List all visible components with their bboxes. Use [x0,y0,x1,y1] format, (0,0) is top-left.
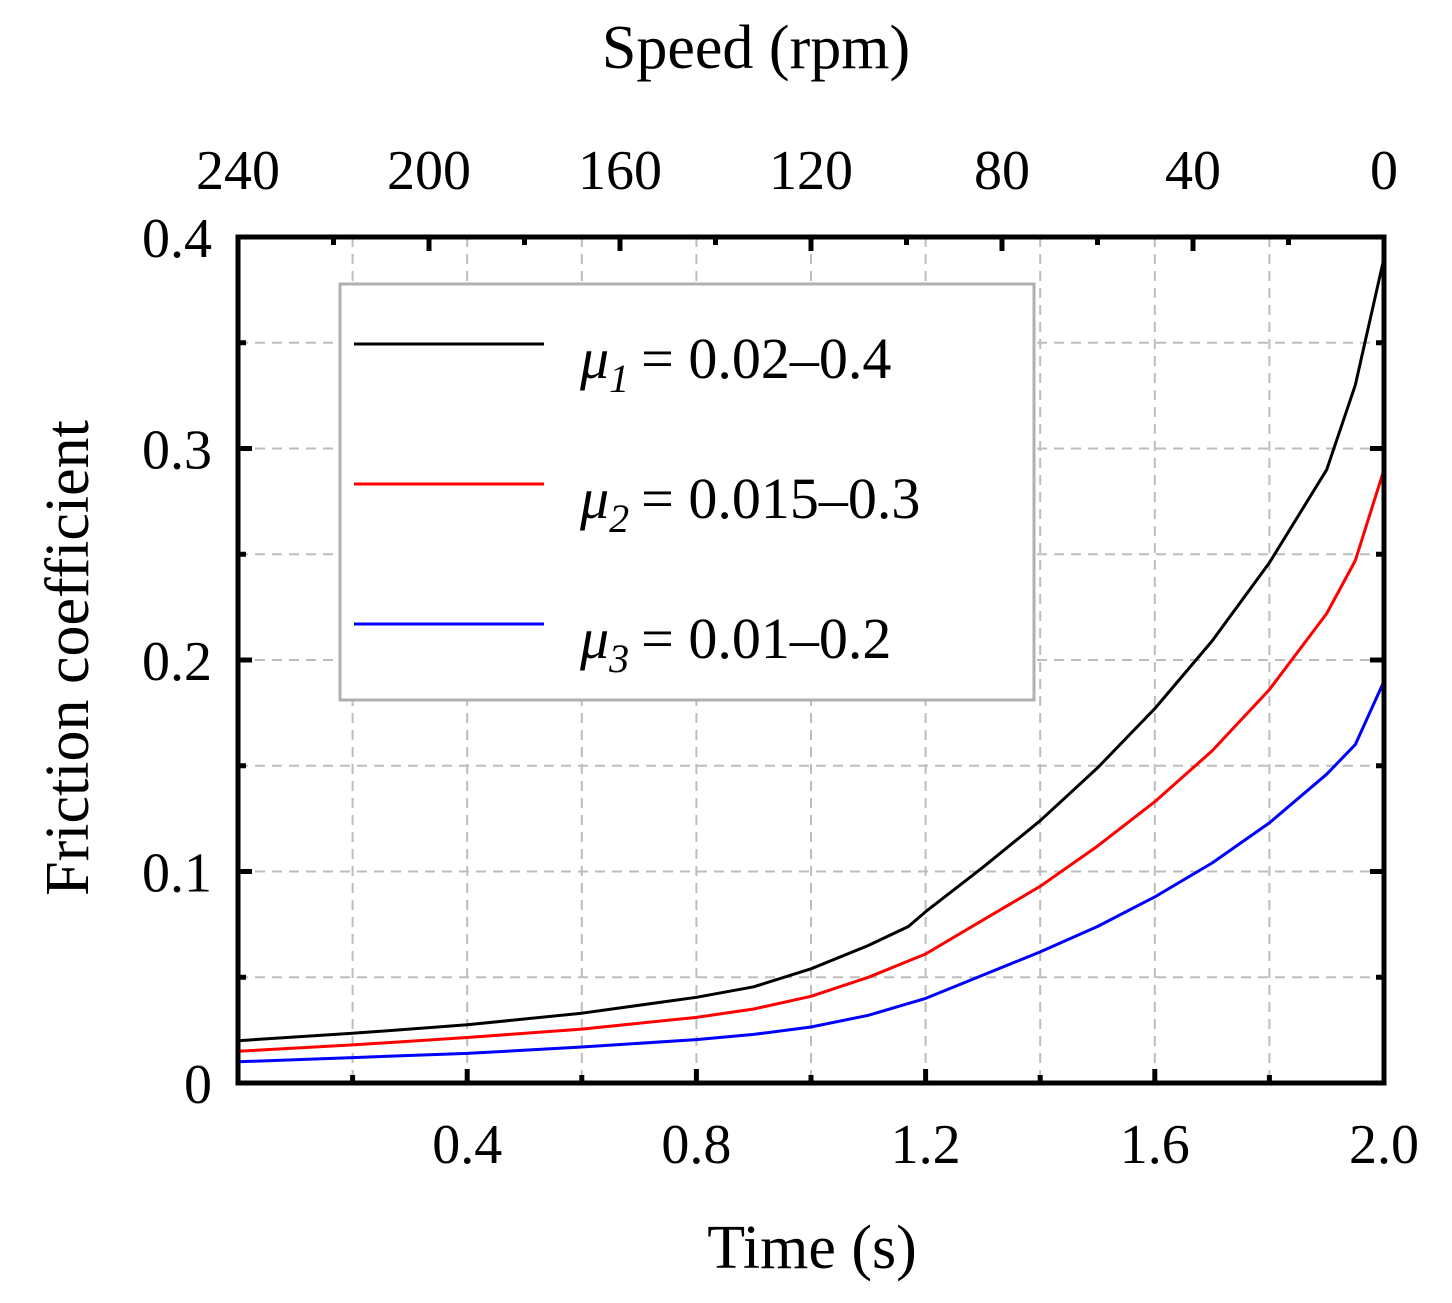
legend-box [338,282,1036,702]
x2-axis-title: Speed (rpm) [602,14,910,82]
x-tick-label: 0.4 [432,1114,502,1176]
x-tick-label: 0.8 [661,1114,731,1176]
legend: μ1 = 0.02–0.4 μ2 = 0.015–0.3 μ3 = 0.01–0.2 [338,282,1036,702]
x2-tick-label: 40 [1165,140,1221,202]
series-line-mu1 [237,257,1386,1043]
y-tick-label: 0.2 [142,631,212,693]
legend-label-mu2: μ2 = 0.015–0.3 [579,466,920,541]
x2-tick-label: 80 [974,140,1030,202]
y-axis-title: Friction coefficient [34,420,102,896]
tick-labels: 0.4 0.8 1.2 1.6 2.0 240 200 160 120 80 40 0 0 0.1 0.2 0… [142,140,1419,1176]
x2-tick-label: 160 [578,140,662,202]
legend-label-mu3: μ3 = 0.01–0.2 [579,606,891,681]
x-axis-title: Time (s) [707,1214,917,1282]
y-tick-label: 0 [184,1054,212,1116]
y-tick-label: 0.4 [142,208,212,270]
series-lines [237,257,1386,1064]
x-tick-label: 2.0 [1349,1114,1419,1176]
x2-tick-label: 120 [769,140,853,202]
x2-tick-label: 0 [1370,140,1398,202]
x-tick-label: 1.6 [1120,1114,1190,1176]
series-line-mu2 [237,469,1386,1053]
y-tick-label: 0.3 [142,420,212,482]
x-tick-label: 1.2 [891,1114,961,1176]
legend-label-mu1: μ1 = 0.02–0.4 [579,326,891,401]
x2-tick-label: 240 [196,140,280,202]
y-tick-label: 0.1 [142,843,212,905]
series-line-mu3 [237,680,1386,1064]
x2-tick-label: 200 [387,140,471,202]
axis-ticks [238,237,1384,1083]
